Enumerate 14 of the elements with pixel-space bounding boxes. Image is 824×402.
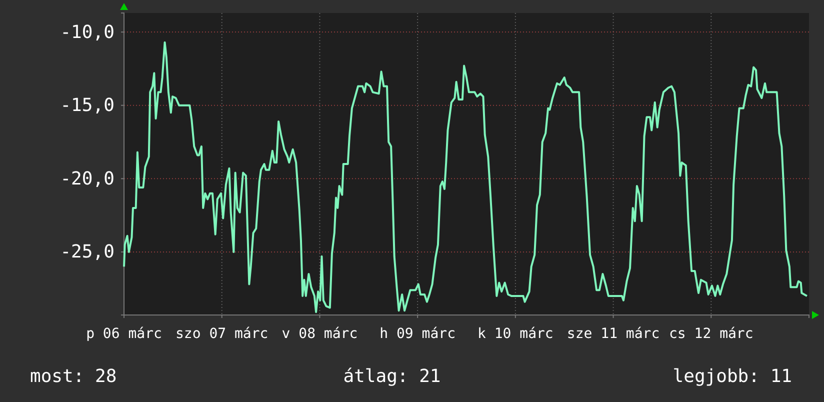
x-tick-label: k 10 márc <box>478 326 554 342</box>
x-tick-label: v 08 márc <box>282 326 358 342</box>
y-tick-label: -20,0 <box>60 168 114 190</box>
text: legjobb: 11 <box>672 366 792 387</box>
text: átlag: 21 <box>343 366 441 387</box>
x-tick-label: p 06 márc <box>86 326 162 342</box>
y-tick-label: -10,0 <box>60 22 114 43</box>
x-tick-label: h 09 márc <box>380 326 456 342</box>
x-tick-label: sze 11 márc <box>566 326 660 342</box>
x-tick-label: szo 07 márc <box>176 326 268 342</box>
y-tick-label: -15,0 <box>60 95 114 116</box>
x-tick-label: cs 12 márc <box>668 326 754 342</box>
y-tick-label: -25,0 <box>60 242 114 263</box>
text: most: 28 <box>30 366 117 387</box>
